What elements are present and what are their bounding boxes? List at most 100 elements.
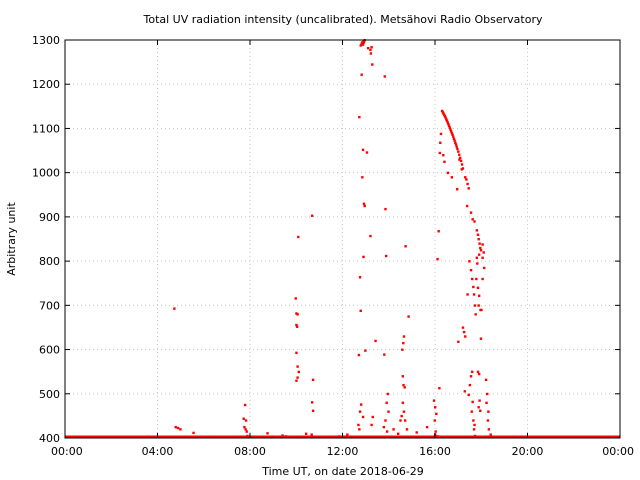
- data-point: [338, 435, 341, 438]
- data-point: [369, 234, 372, 238]
- data-point: [358, 428, 361, 431]
- data-point: [438, 387, 441, 390]
- data-point: [449, 128, 452, 131]
- data-point: [489, 433, 492, 436]
- data-point: [402, 341, 405, 345]
- data-point: [464, 176, 467, 179]
- data-point: [462, 330, 466, 334]
- x-tick-label: 00:00: [602, 445, 634, 458]
- data-point: [245, 430, 248, 433]
- data-point: [295, 325, 299, 328]
- data-point: [471, 400, 474, 404]
- data-point: [479, 246, 482, 250]
- data-point: [469, 268, 473, 272]
- y-tick-label: 700: [39, 299, 60, 312]
- data-point: [444, 116, 447, 119]
- data-point: [478, 399, 481, 402]
- data-point: [310, 433, 313, 436]
- data-point: [361, 148, 365, 152]
- y-tick-label: 800: [39, 255, 60, 268]
- data-point: [402, 335, 406, 338]
- data-point: [434, 406, 437, 409]
- data-point: [469, 211, 473, 214]
- data-point: [477, 253, 481, 256]
- data-point: [246, 434, 249, 438]
- data-point: [296, 376, 299, 379]
- data-point: [487, 428, 491, 431]
- data-point: [460, 168, 463, 171]
- data-point: [403, 386, 406, 389]
- data-point: [386, 392, 389, 396]
- data-point: [364, 349, 367, 352]
- data-point: [455, 188, 459, 191]
- data-point: [481, 243, 484, 246]
- data-point: [360, 73, 363, 76]
- data-point: [281, 434, 284, 437]
- data-point: [436, 257, 439, 261]
- data-point: [329, 435, 333, 439]
- data-point: [471, 370, 474, 374]
- y-tick-label: 1100: [32, 122, 60, 135]
- data-point: [473, 304, 477, 307]
- data-point: [243, 425, 246, 429]
- data-point: [451, 133, 454, 137]
- data-point: [486, 392, 489, 396]
- data-point: [433, 419, 436, 422]
- data-point: [477, 304, 480, 307]
- data-point: [454, 141, 457, 144]
- data-point: [476, 370, 480, 374]
- data-point: [384, 207, 387, 211]
- data-point: [485, 401, 488, 405]
- data-point: [439, 141, 442, 144]
- data-point: [477, 372, 481, 376]
- data-point: [310, 401, 314, 404]
- data-point: [297, 370, 300, 374]
- data-point: [479, 409, 482, 412]
- data-point: [473, 434, 477, 438]
- data-point: [447, 124, 451, 128]
- data-point: [362, 202, 366, 206]
- data-point: [369, 48, 372, 52]
- data-point: [363, 204, 366, 208]
- data-point: [441, 111, 445, 114]
- data-point: [295, 351, 298, 355]
- data-point: [445, 118, 448, 121]
- data-point: [383, 353, 386, 356]
- data-point: [384, 254, 388, 258]
- data-point: [467, 393, 470, 397]
- data-point: [392, 428, 395, 431]
- data-point: [243, 403, 247, 407]
- data-point: [477, 294, 481, 298]
- data-point: [179, 428, 182, 431]
- data-point: [382, 425, 386, 429]
- data-point: [369, 52, 373, 55]
- data-point: [458, 158, 461, 161]
- data-point: [461, 326, 465, 329]
- data-point: [365, 151, 369, 154]
- data-point: [400, 414, 403, 418]
- data-point: [402, 410, 406, 413]
- data-point: [474, 313, 477, 316]
- data-point: [472, 293, 476, 296]
- y-tick-label: 1000: [32, 167, 60, 180]
- data-point: [478, 242, 481, 245]
- x-tick-label: 20:00: [512, 445, 544, 458]
- data-point: [244, 419, 248, 422]
- data-point: [468, 383, 472, 387]
- data-point: [374, 339, 377, 343]
- data-point: [174, 425, 177, 429]
- data-point: [446, 121, 449, 124]
- data-point: [402, 383, 405, 387]
- data-point: [304, 432, 308, 435]
- data-point: [472, 419, 475, 422]
- data-point: [250, 436, 253, 439]
- data-point: [359, 44, 362, 47]
- data-point: [311, 409, 315, 412]
- data-point: [362, 255, 365, 259]
- y-tick-label: 900: [39, 211, 60, 224]
- data-point: [357, 423, 360, 427]
- data-point: [284, 435, 288, 438]
- data-point: [383, 75, 386, 78]
- data-point: [296, 365, 299, 368]
- data-points-layer: [65, 39, 620, 439]
